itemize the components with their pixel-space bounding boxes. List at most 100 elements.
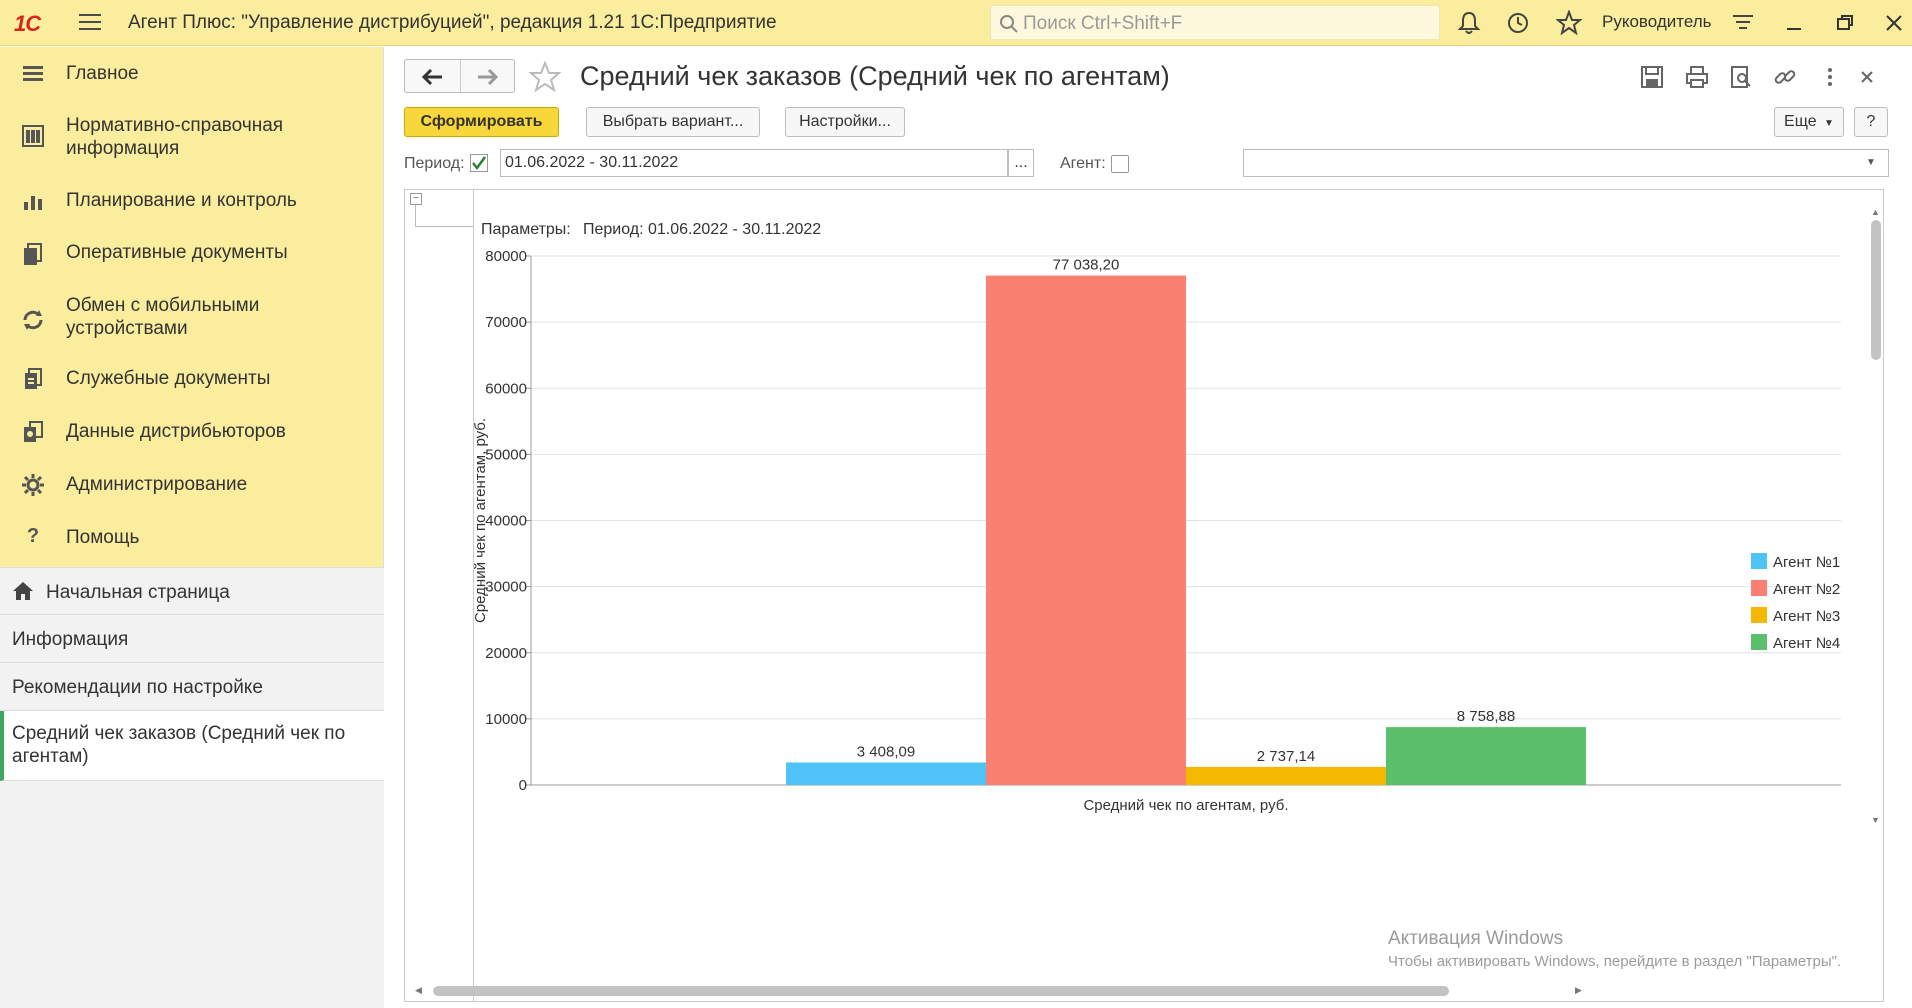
- app-logo: 1С: [14, 11, 41, 36]
- print-icon[interactable]: [1684, 64, 1710, 90]
- checkmark-icon: [470, 154, 488, 172]
- period-label: Период:: [404, 155, 465, 172]
- period-select-button[interactable]: ...: [1008, 149, 1034, 177]
- settings-menu-icon[interactable]: [1730, 10, 1756, 36]
- save-icon[interactable]: [1639, 64, 1665, 90]
- close-window-icon[interactable]: [1882, 12, 1906, 34]
- sidebar-link-label: Средний чек заказов (Средний чек по аген…: [12, 723, 346, 767]
- service-documents-icon: [25, 368, 42, 389]
- agent-dropdown-icon[interactable]: ▼: [1866, 157, 1876, 168]
- sidebar-link-recommendations[interactable]: Рекомендации по настройке: [0, 663, 384, 711]
- period-field[interactable]: 01.06.2022 - 30.11.2022: [500, 149, 1008, 177]
- home-icon: [13, 582, 33, 600]
- vertical-scrollbar[interactable]: ▲ ▼: [1870, 207, 1882, 975]
- sidebar-item-operational-docs[interactable]: Оперативные документы: [0, 235, 384, 275]
- sidebar-item-distributor-data[interactable]: Данные дистрибьюторов: [0, 413, 384, 453]
- bar-4: [1386, 727, 1586, 785]
- scroll-left-arrow-icon[interactable]: ◀: [415, 985, 422, 995]
- legend-swatch: [1751, 553, 1767, 569]
- history-icon[interactable]: [1505, 10, 1531, 36]
- app-title: Агент Плюс: "Управление дистрибуцией", р…: [128, 12, 777, 33]
- y-tick-label: 0: [519, 777, 527, 794]
- y-tick-label: 40000: [485, 513, 527, 530]
- list-icon: [23, 66, 43, 81]
- search-input[interactable]: Поиск Ctrl+Shift+F: [990, 5, 1440, 40]
- windows-activation-title: Активация Windows: [1388, 928, 1564, 949]
- sidebar-item-main[interactable]: Главное: [0, 57, 384, 97]
- sidebar-item-planning[interactable]: Планирование и контроль: [0, 182, 384, 222]
- favorite-star-icon[interactable]: [528, 60, 562, 94]
- sidebar-item-service-docs[interactable]: Служебные документы: [0, 360, 384, 400]
- sidebar-item-administration[interactable]: Администрирование: [0, 466, 384, 506]
- generate-button[interactable]: Сформировать: [404, 107, 559, 137]
- choose-variant-button[interactable]: Выбрать вариант...: [586, 107, 760, 137]
- menu-icon[interactable]: [79, 13, 101, 31]
- params-value: Период: 01.06.2022 - 30.11.2022: [583, 221, 822, 238]
- bar-1: [786, 762, 986, 785]
- catalog-icon: [22, 125, 44, 147]
- gear-icon: [22, 474, 44, 496]
- legend-label: Агент №3: [1773, 608, 1840, 625]
- legend-label: Агент №4: [1773, 635, 1840, 652]
- sidebar-item-label: Планирование и контроль: [66, 190, 297, 211]
- sidebar-item-label: Данные дистрибьюторов: [66, 421, 286, 442]
- more-button[interactable]: Еще ▼: [1774, 107, 1844, 137]
- minimize-icon[interactable]: [1782, 12, 1806, 34]
- sidebar-open-windows: Начальная страница Информация Рекомендац…: [0, 567, 384, 1008]
- sidebar-item-catalog[interactable]: Нормативно-справочная информация: [0, 109, 384, 165]
- help-icon: ?: [26, 525, 40, 547]
- top-bar: 1С Агент Плюс: "Управление дистрибуцией"…: [0, 0, 1912, 46]
- main-panel: Средний чек заказов (Средний чек по аген…: [385, 47, 1912, 1008]
- settings-button[interactable]: Настройки...: [785, 107, 905, 137]
- sidebar-item-mobile-exchange[interactable]: Обмен с мобильными устройствами: [0, 289, 384, 345]
- sidebar-link-label: Рекомендации по настройке: [12, 677, 263, 698]
- page-title: Средний чек заказов (Средний чек по аген…: [580, 61, 1170, 91]
- vertical-scroll-thumb[interactable]: [1871, 220, 1881, 360]
- sync-icon: [23, 310, 43, 330]
- period-checkbox[interactable]: [470, 154, 488, 172]
- scroll-right-arrow-icon[interactable]: ▶: [1575, 985, 1582, 995]
- group-bracket: [415, 205, 473, 227]
- sidebar-item-label: Обмен с мобильными устройствами: [66, 295, 260, 339]
- y-tick-label: 50000: [485, 446, 527, 463]
- bar-value-label: 77 038,20: [1053, 257, 1120, 274]
- bar-3: [1186, 766, 1386, 785]
- sidebar-item-label: Администрирование: [66, 474, 248, 495]
- restore-icon[interactable]: [1833, 12, 1857, 34]
- y-tick-label: 30000: [485, 579, 527, 596]
- agent-checkbox[interactable]: [1111, 155, 1129, 173]
- y-tick-label: 70000: [485, 314, 527, 331]
- user-name[interactable]: Руководитель: [1602, 12, 1712, 31]
- agent-label: Агент:: [1060, 155, 1106, 172]
- sidebar-item-label: Нормативно-справочная информация: [66, 115, 284, 159]
- link-icon[interactable]: [1772, 64, 1798, 90]
- sidebar-link-home[interactable]: Начальная страница: [0, 567, 384, 615]
- more-options-icon[interactable]: [1817, 64, 1843, 90]
- bar-value-label: 2 737,14: [1257, 748, 1315, 765]
- sidebar-item-label: Служебные документы: [66, 368, 271, 389]
- agent-field[interactable]: [1243, 149, 1889, 177]
- legend-swatch: [1751, 634, 1767, 650]
- horizontal-scroll-thumb[interactable]: [433, 986, 1449, 996]
- bar-2: [986, 275, 1186, 785]
- bell-icon[interactable]: [1456, 10, 1482, 36]
- star-icon[interactable]: [1556, 10, 1582, 36]
- print-preview-icon[interactable]: [1728, 64, 1754, 90]
- sidebar-link-current-report[interactable]: Средний чек заказов (Средний чек по аген…: [0, 711, 384, 781]
- sidebar-item-help[interactable]: ? Помощь: [0, 519, 384, 559]
- forward-arrow-icon[interactable]: [475, 68, 499, 86]
- documents-icon: [24, 243, 42, 265]
- sidebar-link-information[interactable]: Информация: [0, 615, 384, 663]
- legend-label: Агент №2: [1773, 581, 1840, 598]
- collapse-group-icon[interactable]: −: [410, 193, 422, 205]
- scroll-down-arrow-icon[interactable]: ▼: [1871, 815, 1880, 825]
- scroll-up-arrow-icon[interactable]: ▲: [1871, 207, 1880, 217]
- y-tick-label: 60000: [485, 380, 527, 397]
- bar-chart-icon: [24, 196, 42, 210]
- bar-value-label: 3 408,09: [857, 743, 915, 760]
- horizontal-scrollbar[interactable]: ◀ ▶: [415, 985, 1875, 997]
- sidebar: Главное Нормативно-справочная информация…: [0, 47, 384, 1008]
- close-icon[interactable]: [1854, 64, 1880, 90]
- back-arrow-icon[interactable]: [421, 68, 445, 86]
- help-button[interactable]: ?: [1854, 107, 1888, 137]
